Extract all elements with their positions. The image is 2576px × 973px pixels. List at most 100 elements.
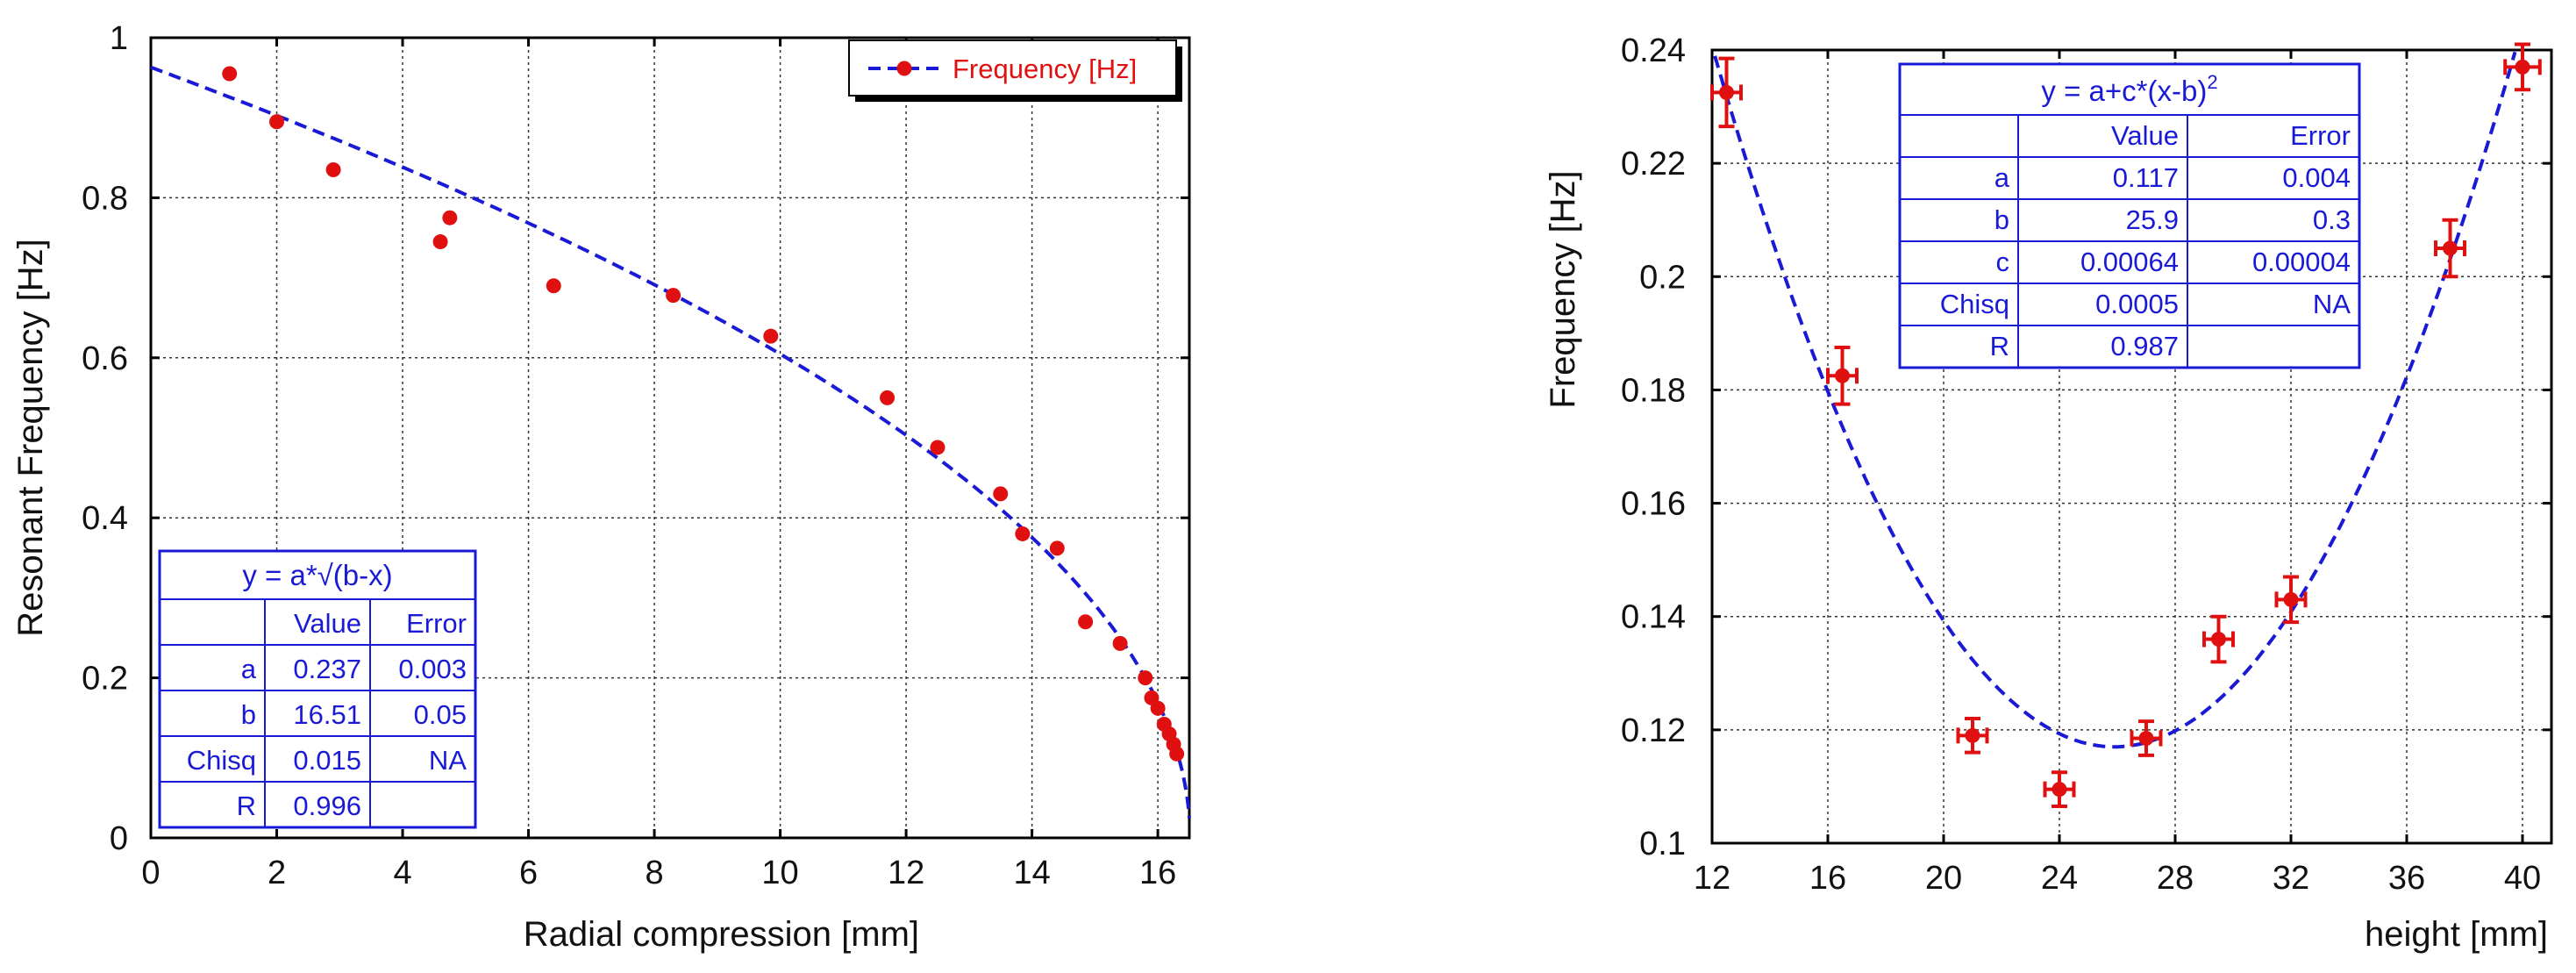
fit-table-cell: 0.004 — [2282, 162, 2351, 193]
data-point — [546, 278, 561, 294]
fit-table-header-cell: Error — [2290, 120, 2351, 151]
data-point — [325, 161, 341, 177]
x-tick-label: 16 — [1139, 855, 1176, 891]
x-tick-label: 16 — [1809, 860, 1846, 897]
fit-table-header-cell: Value — [2111, 120, 2179, 151]
y-tick-label: 0 — [110, 820, 128, 857]
x-tick-label: 10 — [761, 855, 798, 891]
data-point — [1049, 540, 1065, 556]
fit-table-cell: 0.00064 — [2080, 247, 2179, 277]
x-tick-label: 4 — [393, 855, 411, 891]
fit-formula-exponent: 2 — [2207, 71, 2217, 93]
fit-table-cell: 0.003 — [398, 654, 467, 684]
fit-results-table: y = a*√(b-x) Value Error a 0.237 0.003 b 16.51 0… — [158, 549, 477, 829]
data-point — [2443, 240, 2458, 256]
y-tick-label: 0.14 — [1621, 599, 1686, 636]
fit-formula-main: y = a+c*(x-b) — [2041, 75, 2207, 107]
y-tick-label: 0.16 — [1621, 486, 1686, 523]
y-tick-label: 0.22 — [1621, 146, 1686, 182]
plot-frame — [1710, 48, 2553, 845]
fit-formula: y = a*√(b-x) — [242, 559, 392, 591]
fit-table-cell: 16.51 — [293, 699, 361, 730]
legend-marker-swatch — [896, 61, 912, 76]
chart-resonant-frequency-vs-compression: 0 2 4 6 8 10 12 14 16 0 0.2 0.4 0.6 0.8 1 Radial compre… — [11, 20, 1191, 954]
x-tick-label: 24 — [2041, 860, 2078, 897]
fit-table-cell: Chisq — [1940, 289, 2009, 319]
data-point — [442, 210, 458, 225]
data-point — [432, 234, 448, 250]
x-tick-label: 40 — [2504, 860, 2541, 897]
data-point — [1965, 727, 1980, 743]
y-axis-label: Resonant Frequency [Hz] — [11, 239, 50, 637]
x-tick-label: 0 — [141, 855, 160, 891]
data-point — [1835, 368, 1850, 383]
y-tick-label: 0.12 — [1621, 712, 1686, 749]
x-tick-label: 12 — [1694, 860, 1730, 897]
fit-results-table: y = a+c*(x-b)2 Value Error a 0.117 0.004 b 25.9… — [1898, 62, 2361, 369]
x-tick-label: 36 — [2388, 860, 2425, 897]
x-tick-label: 20 — [1925, 860, 1962, 897]
chart-frequency-vs-height: 12 16 20 24 28 32 36 40 0.1 0.12 0.14 0.16 0.18 0.2 0.… — [1544, 32, 2553, 954]
fit-formula: y = a+c*(x-b)2 — [2041, 71, 2217, 107]
fit-table-cell: 0.3 — [2313, 204, 2351, 235]
fit-table-cell: 25.9 — [2126, 204, 2179, 235]
fit-curve — [150, 65, 1191, 819]
fit-table-cell: 0.00004 — [2252, 247, 2351, 277]
data-point — [1138, 670, 1153, 686]
data-point — [1169, 746, 1185, 762]
data-point — [1719, 84, 1734, 100]
data-point — [1150, 700, 1166, 716]
x-axis-label: Radial compression [mm] — [524, 915, 919, 954]
fit-table-cell: NA — [429, 745, 467, 776]
fit-table-cell: c — [1996, 247, 2010, 277]
fit-table-cell: R — [237, 791, 256, 821]
data-point — [269, 114, 285, 130]
fit-table-cell: 0.05 — [414, 699, 467, 730]
data-point — [2052, 782, 2067, 798]
x-tick-label: 6 — [519, 855, 538, 891]
y-tick-label: 0.1 — [1639, 826, 1686, 862]
x-tick-label: 14 — [1013, 855, 1050, 891]
x-tick-label: 8 — [645, 855, 663, 891]
data-point — [2283, 591, 2299, 607]
fit-table-cell: 0.237 — [293, 654, 361, 684]
y-tick-label: 0.4 — [82, 500, 128, 537]
data-point — [930, 440, 945, 455]
fit-table-header-cell: Value — [294, 608, 361, 639]
fit-table-cell: 0.117 — [2113, 162, 2179, 193]
legend-label: Frequency [Hz] — [953, 54, 1137, 84]
fit-table-cell: b — [241, 699, 256, 730]
x-tick-label: 12 — [888, 855, 924, 891]
fit-table-cell: Chisq — [187, 745, 256, 776]
data-point — [993, 486, 1009, 502]
y-tick-label: 0.24 — [1621, 32, 1686, 69]
legend: Frequency [Hz] — [848, 39, 1182, 102]
data-point — [666, 288, 681, 304]
data-point — [1112, 635, 1128, 651]
fit-table-cell: NA — [2313, 289, 2351, 319]
x-tick-label: 28 — [2157, 860, 2194, 897]
fit-table-header-cell: Error — [406, 608, 467, 639]
y-tick-label: 0.8 — [82, 180, 128, 217]
x-axis-label: height [mm] — [2365, 915, 2548, 954]
y-tick-label: 0.6 — [82, 340, 128, 377]
plot-frame — [149, 36, 1191, 840]
fit-table-box — [158, 549, 477, 829]
data-point — [763, 328, 779, 344]
x-tick-label: 32 — [2273, 860, 2309, 897]
data-point — [1015, 526, 1031, 541]
data-point — [1078, 614, 1094, 630]
fit-table-cell: 0.0005 — [2095, 289, 2179, 319]
fit-table-cell: 0.987 — [2110, 331, 2179, 361]
fit-table-cell: 0.996 — [293, 791, 361, 821]
fit-curve — [1713, 51, 2517, 749]
y-tick-label: 0.2 — [82, 661, 128, 698]
y-axis-label: Frequency [Hz] — [1544, 170, 1582, 408]
data-point — [222, 66, 238, 82]
x-tick-label: 2 — [268, 855, 286, 891]
y-tick-label: 0.18 — [1621, 372, 1686, 409]
y-tick-label: 0.2 — [1639, 259, 1686, 296]
y-tick-label: 1 — [110, 20, 128, 57]
fit-table-cell: a — [241, 654, 257, 684]
fit-table-cell: a — [1994, 162, 2010, 193]
